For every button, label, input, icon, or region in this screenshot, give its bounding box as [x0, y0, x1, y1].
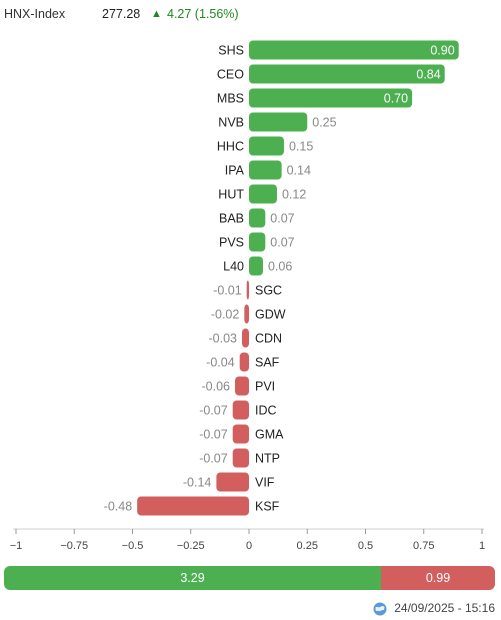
bar-ceo[interactable] [249, 64, 445, 84]
category-label: HUT [218, 188, 244, 202]
x-tick-label: −0.25 [177, 540, 205, 552]
category-label: SGC [255, 284, 282, 298]
value-label: 0.84 [416, 68, 440, 82]
category-label: HHC [217, 140, 244, 154]
bar-saf[interactable] [239, 352, 249, 372]
x-tick-label: 0.75 [413, 540, 434, 552]
bar-l40[interactable] [249, 256, 263, 276]
bar-ksf[interactable] [137, 496, 249, 516]
bar-hut[interactable] [249, 184, 277, 204]
value-label: -0.03 [209, 332, 238, 346]
value-label: -0.02 [211, 308, 240, 322]
bar-pvs[interactable] [249, 232, 266, 252]
negative-total-segment: 0.99 [381, 566, 495, 590]
value-label: 0.12 [282, 188, 306, 202]
bar-cdn[interactable] [242, 328, 249, 348]
category-label: GDW [255, 308, 286, 322]
value-label: 0.07 [270, 212, 294, 226]
negative-total-label: 0.99 [425, 571, 451, 585]
value-label: -0.06 [202, 380, 231, 394]
x-tick-label: 1 [479, 540, 485, 552]
value-label: -0.14 [183, 476, 212, 490]
up-arrow-icon: ▲ [151, 8, 162, 20]
x-tick-label: 0 [246, 540, 252, 552]
value-label: 0.07 [270, 236, 294, 250]
bar-ntp[interactable] [232, 448, 249, 468]
category-label: IPA [225, 164, 245, 178]
value-label: -0.07 [199, 428, 228, 442]
category-label: NVB [218, 116, 244, 130]
bar-nvb[interactable] [249, 112, 308, 132]
index-change: 4.27 (1.56%) [167, 7, 239, 21]
category-label: SHS [218, 44, 244, 58]
bar-hhc[interactable] [249, 136, 284, 156]
category-label: NTP [255, 452, 280, 466]
category-label: PVS [219, 236, 244, 250]
index-name: HNX-Index [4, 7, 66, 21]
category-label: SAF [255, 356, 280, 370]
x-tick-label: 0.25 [297, 540, 318, 552]
bar-ipa[interactable] [249, 160, 282, 180]
value-label: -0.01 [213, 284, 242, 298]
index-header: HNX-Index 277.28 ▲ 4.27 (1.56%) [4, 4, 239, 24]
bars-group: SHS 0.90 CEO 0.84 MBS 0.70 NVB 0.25 HHC 0.15 IPA 0.… [104, 40, 459, 516]
bar-gma[interactable] [232, 424, 249, 444]
category-label: VIF [255, 476, 275, 490]
bar-shs[interactable] [249, 40, 459, 60]
timestamp: 24/09/2025 - 15:16 [373, 600, 495, 616]
category-label: MBS [217, 92, 244, 106]
bar-vif[interactable] [216, 472, 249, 492]
category-label: CEO [217, 68, 244, 82]
category-label: BAB [219, 212, 244, 226]
category-label: GMA [255, 428, 284, 442]
x-tick-label: 0.5 [358, 540, 373, 552]
bar-mbs[interactable] [249, 88, 413, 108]
positive-total-segment: 3.29 [4, 566, 381, 590]
value-label: -0.04 [206, 356, 235, 370]
index-value: 277.28 [102, 7, 141, 21]
category-label: PVI [255, 380, 275, 394]
category-label: L40 [223, 260, 244, 274]
value-label: 0.15 [289, 140, 313, 154]
bar-bab[interactable] [249, 208, 266, 228]
value-label: 0.14 [287, 164, 311, 178]
value-label: -0.07 [199, 404, 228, 418]
bar-idc[interactable] [232, 400, 249, 420]
positive-total-label: 3.29 [180, 571, 205, 585]
bar-sgc[interactable] [246, 280, 249, 300]
category-label: CDN [255, 332, 282, 346]
value-label: 0.06 [268, 260, 292, 274]
value-label: -0.07 [199, 452, 228, 466]
category-label: KSF [255, 500, 280, 514]
summary-bar: 3.29 0.99 [4, 566, 495, 590]
category-label: IDC [255, 404, 277, 418]
value-label: 0.90 [430, 44, 454, 58]
x-axis: −1 −0.75 −0.5 −0.25 0 0.25 0.5 0.75 1 [10, 528, 485, 552]
bar-pvi[interactable] [235, 376, 249, 396]
bar-gdw[interactable] [244, 304, 249, 324]
x-tick-label: −0.75 [60, 540, 88, 552]
value-label: 0.25 [312, 116, 336, 130]
x-tick-label: −1 [10, 540, 23, 552]
x-tick-label: −0.5 [122, 540, 144, 552]
value-label: -0.48 [104, 500, 133, 514]
value-label: 0.70 [384, 92, 408, 106]
contribution-bar-chart: SHS 0.90 CEO 0.84 MBS 0.70 NVB 0.25 HHC 0.15 IPA 0.… [10, 40, 485, 552]
timestamp-text: 24/09/2025 - 15:16 [394, 601, 495, 615]
globe-icon [373, 602, 387, 616]
